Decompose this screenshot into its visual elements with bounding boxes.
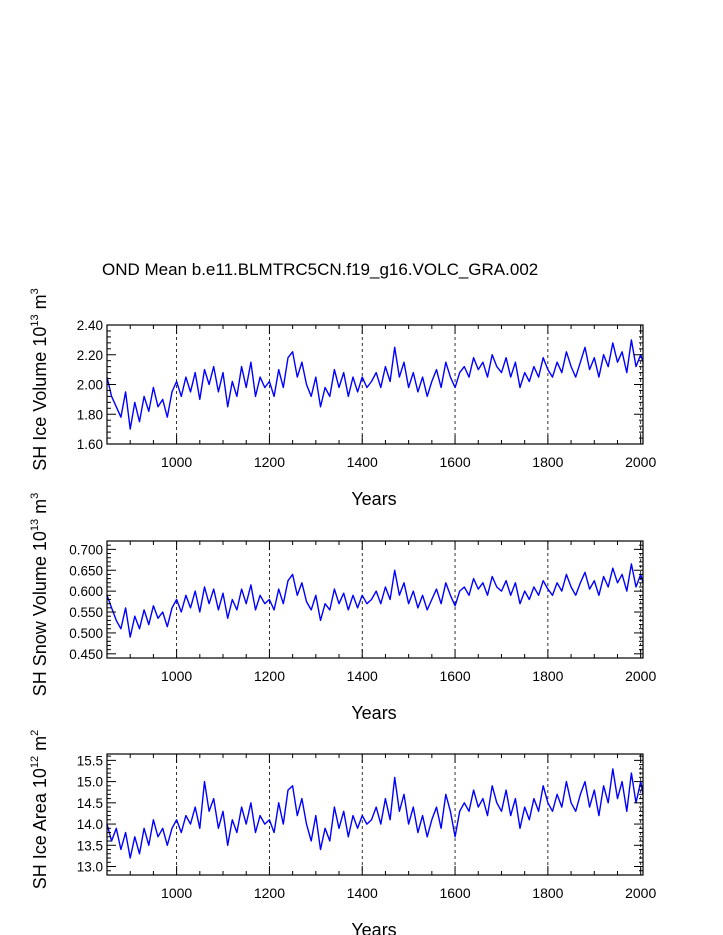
x-tick-label-4: 1600 xyxy=(439,885,470,901)
y-axis-label-part-1: SH Ice Area 10 xyxy=(30,768,50,889)
y-tick-label-4: 2.20 xyxy=(77,348,103,363)
y-tick-label-6: 0.700 xyxy=(69,542,103,557)
panels: 1000 1200 1400 1600 1800 2000 1.60 1.80 2.00 2.20… xyxy=(29,288,656,935)
y-tick-label-4: 14.5 xyxy=(77,796,103,811)
x-axis-label: Years xyxy=(351,489,396,509)
x-tick-label-6: 2000 xyxy=(625,454,656,470)
y-tick-label-1: 0.450 xyxy=(69,647,103,662)
x-tick-label-2: 1200 xyxy=(254,885,285,901)
x-tick-label-3: 1400 xyxy=(347,454,378,470)
y-axis-label-part-2: 12 xyxy=(29,756,41,768)
y-axis-label-part-1: SH Ice Volume 10 xyxy=(30,327,50,471)
y-axis-label-part-3: m xyxy=(30,499,50,519)
x-tick-label-1: 1000 xyxy=(161,668,192,684)
x-tick-label-2: 1200 xyxy=(254,668,285,684)
x-tick-label-6: 2000 xyxy=(625,668,656,684)
y-tick-label-5: 0.650 xyxy=(69,563,103,578)
panel-2: 1000 1200 1400 1600 1800 2000 0.450 0.500 0.550 0… xyxy=(29,493,656,723)
y-axis-label: SH Snow Volume 1013 m3 xyxy=(29,493,50,696)
x-tick-label-3: 1400 xyxy=(347,668,378,684)
x-axis-label: Years xyxy=(351,703,396,723)
x-axis-label: Years xyxy=(351,920,396,935)
y-axis-label-part-3: m xyxy=(30,736,50,756)
y-axis-label-part-3: m xyxy=(30,294,50,314)
panel-1: 1000 1200 1400 1600 1800 2000 1.60 1.80 2.00 2.20… xyxy=(29,288,656,509)
x-tick-label-3: 1400 xyxy=(347,885,378,901)
y-axis-label: SH Ice Area 1012 m2 xyxy=(29,730,50,889)
x-tick-label-5: 1800 xyxy=(532,885,563,901)
y-tick-label-5: 15.0 xyxy=(77,775,103,790)
y-tick-label-2: 1.80 xyxy=(77,407,103,422)
y-tick-label-5: 2.40 xyxy=(77,318,103,333)
y-tick-label-1: 1.60 xyxy=(77,437,103,452)
figure-title: OND Mean b.e11.BLMTRC5CN.f19_g16.VOLC_GR… xyxy=(102,260,538,279)
x-tick-label-1: 1000 xyxy=(161,885,192,901)
y-tick-label-3: 0.550 xyxy=(69,605,103,620)
y-tick-label-2: 13.5 xyxy=(77,838,103,853)
y-tick-label-3: 14.0 xyxy=(77,817,103,832)
y-tick-label-4: 0.600 xyxy=(69,584,103,599)
y-tick-label-2: 0.500 xyxy=(69,626,103,641)
y-axis-label-part-4: 3 xyxy=(29,493,41,499)
plot-frame xyxy=(106,324,644,445)
x-tick-label-4: 1600 xyxy=(439,668,470,684)
data-line-1 xyxy=(106,339,644,430)
y-axis-label-part-1: SH Snow Volume 10 xyxy=(30,531,50,696)
y-tick-label-3: 2.00 xyxy=(77,378,103,393)
data-line-1 xyxy=(106,768,644,859)
x-tick-label-5: 1800 xyxy=(532,668,563,684)
x-tick-label-4: 1600 xyxy=(439,454,470,470)
y-axis-label: SH Ice Volume 1013 m3 xyxy=(29,288,50,470)
x-tick-label-6: 2000 xyxy=(625,885,656,901)
panel-3: 1000 1200 1400 1600 1800 2000 13.0 13.5 14.0 14.5… xyxy=(29,730,656,935)
data-line-1 xyxy=(106,563,644,638)
y-axis-label-part-4: 2 xyxy=(29,730,41,736)
y-tick-label-1: 13.0 xyxy=(77,860,103,875)
y-axis-label-part-2: 13 xyxy=(29,519,41,531)
y-axis-label-part-2: 13 xyxy=(29,314,41,326)
y-tick-label-6: 15.5 xyxy=(77,753,103,768)
x-tick-label-2: 1200 xyxy=(254,454,285,470)
x-tick-label-1: 1000 xyxy=(161,454,192,470)
x-tick-label-5: 1800 xyxy=(532,454,563,470)
plot-frame xyxy=(106,753,644,876)
y-axis-label-part-4: 3 xyxy=(29,288,41,294)
